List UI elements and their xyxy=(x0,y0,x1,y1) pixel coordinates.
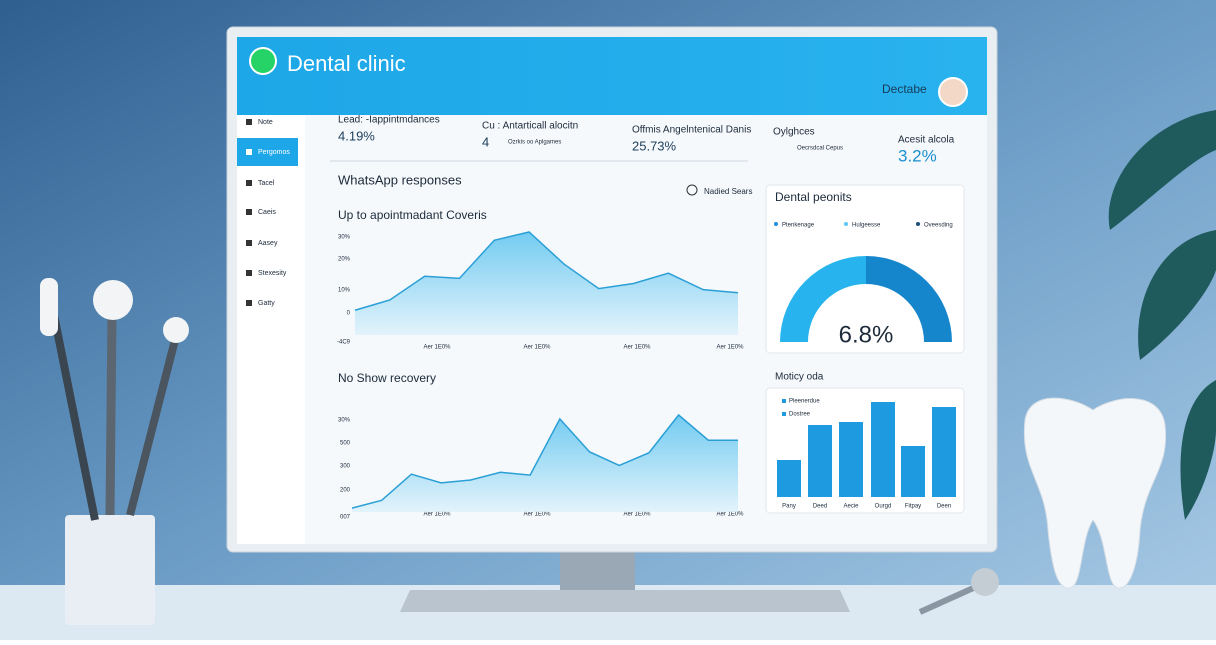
search-label[interactable]: Nadied Sears xyxy=(704,187,752,196)
legend-dot xyxy=(844,222,848,226)
nav-item[interactable]: Aasey xyxy=(258,240,278,247)
kpi-label: Cu : Antarticall alocitn xyxy=(482,121,578,132)
whatsapp-icon xyxy=(249,47,277,75)
gauge-arc xyxy=(780,256,866,342)
section-title: WhatsApp responses xyxy=(338,172,462,187)
legend-dot xyxy=(916,222,920,226)
nav-item[interactable]: Caeis xyxy=(258,209,276,216)
header-bar xyxy=(237,37,987,115)
legend-label: Oveesding xyxy=(924,223,953,229)
line xyxy=(351,413,738,509)
avatar[interactable] xyxy=(938,77,968,107)
bar-title: Moticy oda xyxy=(775,372,824,383)
mirror-tool xyxy=(918,582,982,615)
x-label: Deed xyxy=(813,504,827,510)
mirror-head xyxy=(971,568,999,596)
area-fill xyxy=(352,415,738,512)
x-label: Aer 1E0% xyxy=(623,512,651,518)
x-label: Ourgd xyxy=(875,504,892,510)
bar xyxy=(932,407,956,497)
nav-item[interactable]: Tacel xyxy=(258,180,275,187)
kpi-label: Acesit alcola xyxy=(898,135,955,146)
nav-icon xyxy=(246,300,252,306)
y-label: 20% xyxy=(338,257,351,263)
kpi-value: 3.2% xyxy=(898,146,937,165)
x-label: Aer 1E0% xyxy=(716,345,744,351)
kpi-value: 25.73% xyxy=(632,138,677,153)
nav-item[interactable]: Note xyxy=(258,119,273,126)
kpi-label: Oylghces xyxy=(773,127,815,138)
x-label: Fitpay xyxy=(905,504,921,510)
y-label: 0 xyxy=(347,311,351,317)
monitor-base xyxy=(400,590,850,612)
nav-icon xyxy=(246,180,252,186)
sidebar xyxy=(237,115,305,544)
tooth-model xyxy=(1023,397,1167,589)
legend-label: Ptenkenage xyxy=(782,223,815,229)
x-label: Aer 1E0% xyxy=(716,512,744,518)
kpi-sub: Oecrsdcal Cepus xyxy=(797,146,843,152)
plant xyxy=(1108,110,1216,520)
dental-tools xyxy=(40,278,189,625)
x-label: Aer 1E0% xyxy=(623,345,651,351)
nav-icon xyxy=(246,149,252,155)
legend-swatch xyxy=(782,399,786,403)
nav-item[interactable]: Pergomos xyxy=(258,149,290,156)
bar xyxy=(871,402,895,497)
search-icon[interactable] xyxy=(686,184,698,196)
x-label: Aer 1E0% xyxy=(423,345,451,351)
y-label: -4C9 xyxy=(337,340,351,346)
bar xyxy=(901,446,925,497)
nav-icon xyxy=(246,240,252,246)
y-label: 500 xyxy=(340,441,351,447)
nav-icon xyxy=(246,119,252,125)
app-title: Dental clinic xyxy=(287,51,406,76)
kpi-value: 4.19% xyxy=(338,128,375,143)
gauge-value: 6.8% xyxy=(839,321,894,348)
chart-title: No Show recovery xyxy=(338,371,436,385)
x-label: Pany xyxy=(782,504,796,510)
x-label: Deen xyxy=(937,504,951,510)
kpi-value: 4 xyxy=(482,134,489,149)
divider xyxy=(330,160,748,162)
nav-item[interactable]: Gatty xyxy=(258,300,275,307)
gauge-title: Dental peonits xyxy=(775,190,852,204)
x-label: Aer 1E0% xyxy=(523,345,551,351)
nav-icon xyxy=(246,270,252,276)
gauge-arc xyxy=(866,256,952,342)
y-label: 300 xyxy=(340,464,351,470)
bar xyxy=(839,422,863,497)
kpi-sub: Ozrkis oo Aplgames xyxy=(508,140,561,146)
legend-label: Pleenerdue xyxy=(789,399,820,405)
x-label: Aer 1E0% xyxy=(423,512,451,518)
y-label: 200 xyxy=(340,488,351,494)
x-label: Aecie xyxy=(843,504,859,510)
legend-label: Hulgeesse xyxy=(852,223,881,229)
legend-label: Dostree xyxy=(789,412,811,418)
y-label: 007 xyxy=(340,515,351,521)
line xyxy=(354,231,739,311)
user-name[interactable]: Dectabe xyxy=(882,82,927,96)
area-fill xyxy=(355,232,738,335)
kpi-label: Offmis Angelntenical Danis xyxy=(632,125,751,136)
bar xyxy=(808,425,832,497)
x-label: Aer 1E0% xyxy=(523,512,551,518)
bar xyxy=(777,460,801,497)
y-label: 10% xyxy=(338,288,351,294)
y-label: 30% xyxy=(338,418,351,424)
nav-icon xyxy=(246,209,252,215)
y-label: 30% xyxy=(338,235,351,241)
nav-item[interactable]: Stexesity xyxy=(258,270,287,277)
chart-title: Up to apointmadant Coveris xyxy=(338,208,487,222)
legend-swatch xyxy=(782,412,786,416)
kpi-label: Lead: -Iappintmdances xyxy=(338,115,440,126)
legend-dot xyxy=(774,222,778,226)
